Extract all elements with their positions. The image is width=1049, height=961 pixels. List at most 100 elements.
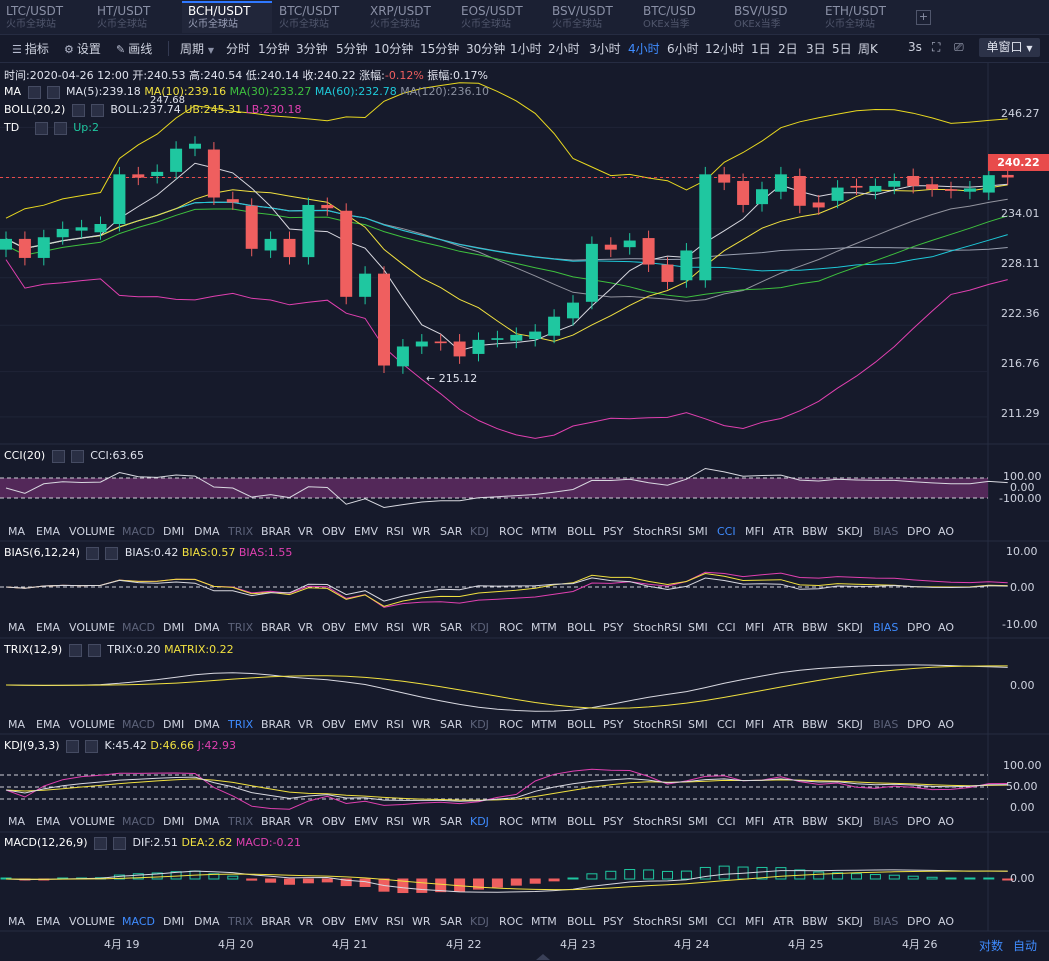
market-tab[interactable]: BSV/USD OKEx当季 [728, 3, 818, 33]
indicator-tab-volume[interactable]: VOLUME [69, 525, 116, 538]
close-icon[interactable] [85, 739, 98, 753]
indicator-tab-macd[interactable]: MACD [122, 718, 155, 731]
indicator-tab-kdj[interactable]: KDJ [470, 915, 489, 928]
indicator-tab-stochrsi[interactable]: StochRSI [633, 718, 682, 731]
indicator-tab-obv[interactable]: OBV [322, 915, 346, 928]
indicator-tab-bbw[interactable]: BBW [802, 815, 828, 828]
indicator-tab-psy[interactable]: PSY [603, 621, 624, 634]
period-option[interactable]: 2日 [778, 42, 798, 56]
indicator-tab-rsi[interactable]: RSI [386, 621, 404, 634]
indicator-tab-dpo[interactable]: DPO [907, 525, 931, 538]
indicator-tab-ao[interactable]: AO [938, 621, 954, 634]
indicator-tab-sar[interactable]: SAR [440, 718, 463, 731]
period-option[interactable]: 12小时 [705, 42, 745, 56]
period-option[interactable]: 6小时 [667, 42, 699, 56]
indicator-tab-roc[interactable]: ROC [499, 718, 523, 731]
indicator-tab-stochrsi[interactable]: StochRSI [633, 815, 682, 828]
market-tab[interactable]: BTC/USDT 火币全球站 [273, 3, 363, 33]
indicator-tab-boll[interactable]: BOLL [567, 718, 596, 731]
period-option[interactable]: 1日 [751, 42, 771, 56]
indicator-tab-bias[interactable]: BIAS [873, 915, 899, 928]
indicator-tab-boll[interactable]: BOLL [567, 915, 596, 928]
indicator-tab-mtm[interactable]: MTM [531, 915, 557, 928]
settings-button[interactable]: ⚙ 设置 [64, 40, 101, 57]
indicator-tab-sar[interactable]: SAR [440, 621, 463, 634]
indicator-tab-obv[interactable]: OBV [322, 621, 346, 634]
indicator-tab-roc[interactable]: ROC [499, 915, 523, 928]
period-option[interactable]: 分时 [226, 42, 251, 56]
indicator-tab-brar[interactable]: BRAR [261, 525, 291, 538]
indicator-tab-ao[interactable]: AO [938, 718, 954, 731]
settings-icon[interactable] [68, 643, 82, 657]
indicator-tab-obv[interactable]: OBV [322, 525, 346, 538]
close-icon[interactable] [87, 643, 101, 657]
indicator-tab-smi[interactable]: SMI [688, 525, 708, 538]
indicator-tab-ao[interactable]: AO [938, 815, 954, 828]
close-icon[interactable] [105, 546, 119, 560]
period-option[interactable]: 3小时 [589, 42, 621, 56]
indicator-tab-roc[interactable]: ROC [499, 621, 523, 634]
indicator-tab-obv[interactable]: OBV [322, 718, 346, 731]
indicator-tab-trix[interactable]: TRIX [228, 525, 254, 538]
period-option[interactable]: 4小时 [628, 42, 660, 56]
settings-icon[interactable] [71, 103, 85, 117]
market-tab[interactable]: ETH/USDT 火币全球站 [819, 3, 909, 33]
indicator-tab-dma[interactable]: DMA [194, 525, 220, 538]
settings-icon[interactable] [51, 449, 65, 463]
indicator-tab-macd[interactable]: MACD [122, 525, 155, 538]
indicator-tab-cci[interactable]: CCI [717, 718, 736, 731]
period-option[interactable]: 3分钟 [296, 42, 328, 56]
indicator-tab-boll[interactable]: BOLL [567, 815, 596, 828]
indicator-tab-emv[interactable]: EMV [354, 718, 378, 731]
period-option[interactable]: 10分钟 [374, 42, 414, 56]
settings-icon[interactable] [27, 85, 41, 99]
indicator-tab-trix[interactable]: TRIX [228, 621, 254, 634]
indicator-tab-skdj[interactable]: SKDJ [837, 915, 863, 928]
indicator-tab-wr[interactable]: WR [412, 915, 431, 928]
indicator-tab-sar[interactable]: SAR [440, 815, 463, 828]
indicator-tab-emv[interactable]: EMV [354, 815, 378, 828]
indicator-tab-rsi[interactable]: RSI [386, 915, 404, 928]
settings-icon[interactable] [34, 121, 48, 135]
indicator-tab-obv[interactable]: OBV [322, 815, 346, 828]
add-tab-button[interactable]: + [916, 10, 931, 25]
indicator-tab-macd[interactable]: MACD [122, 915, 155, 928]
period-option[interactable]: 周K [858, 42, 878, 56]
indicator-tab-macd[interactable]: MACD [122, 621, 155, 634]
settings-icon[interactable] [86, 546, 100, 560]
indicator-tab-psy[interactable]: PSY [603, 718, 624, 731]
indicator-tab-atr[interactable]: ATR [773, 621, 795, 634]
period-option[interactable]: 15分钟 [420, 42, 460, 56]
settings-icon[interactable] [94, 836, 108, 850]
indicator-tab-bias[interactable]: BIAS [873, 718, 899, 731]
indicator-tab-trix[interactable]: TRIX [228, 815, 254, 828]
refresh-interval[interactable]: 3s [908, 40, 922, 54]
indicator-tab-dpo[interactable]: DPO [907, 718, 931, 731]
close-icon[interactable] [113, 836, 127, 850]
indicator-tab-mfi[interactable]: MFI [745, 525, 765, 538]
indicator-tab-macd[interactable]: MACD [122, 815, 155, 828]
indicator-tab-bias[interactable]: BIAS [873, 815, 899, 828]
period-option[interactable]: 30分钟 [466, 42, 506, 56]
indicator-tab-volume[interactable]: VOLUME [69, 621, 116, 634]
collapse-handle-icon[interactable] [536, 954, 550, 960]
indicator-tab-bbw[interactable]: BBW [802, 915, 828, 928]
indicator-tab-skdj[interactable]: SKDJ [837, 815, 863, 828]
indicator-tab-sar[interactable]: SAR [440, 525, 463, 538]
period-dropdown[interactable]: 周期 ▼ [180, 40, 214, 57]
market-tab[interactable]: XRP/USDT 火币全球站 [364, 3, 454, 33]
indicator-tab-dmi[interactable]: DMI [163, 815, 185, 828]
indicator-tab-dma[interactable]: DMA [194, 915, 220, 928]
indicator-tab-dmi[interactable]: DMI [163, 915, 185, 928]
market-tab[interactable]: BCH/USDT 火币全球站 [182, 1, 272, 33]
indicator-tab-rsi[interactable]: RSI [386, 815, 404, 828]
period-option[interactable]: 1分钟 [258, 42, 290, 56]
indicator-tab-mtm[interactable]: MTM [531, 718, 557, 731]
indicator-tab-psy[interactable]: PSY [603, 815, 624, 828]
indicator-tab-wr[interactable]: WR [412, 621, 431, 634]
indicator-button[interactable]: ☰ 指标 [12, 40, 49, 57]
indicator-tab-atr[interactable]: ATR [773, 718, 795, 731]
indicator-tab-kdj[interactable]: KDJ [470, 621, 489, 634]
market-tab[interactable]: BSV/USDT 火币全球站 [546, 3, 636, 33]
indicator-tab-stochrsi[interactable]: StochRSI [633, 915, 682, 928]
